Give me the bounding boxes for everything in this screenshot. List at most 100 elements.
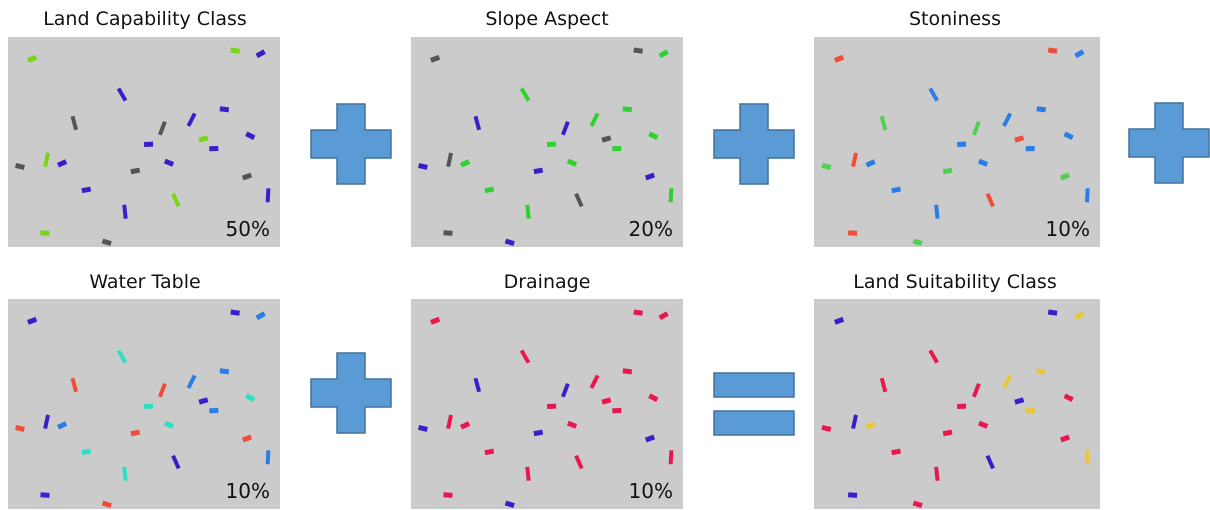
land-patch	[986, 193, 995, 207]
land-patch	[43, 153, 50, 168]
land-patch	[943, 430, 953, 437]
land-patch	[612, 146, 621, 151]
land-patch	[144, 404, 153, 409]
land-patch	[520, 350, 530, 364]
land-patch	[972, 121, 981, 136]
land-patch	[533, 430, 543, 437]
plus-sign	[310, 103, 392, 185]
land-patch	[821, 163, 831, 170]
land-patch	[220, 368, 230, 374]
land-patch	[43, 415, 50, 430]
land-patch	[430, 55, 440, 63]
land-patch	[659, 49, 669, 58]
land-patch	[1074, 49, 1084, 58]
land-patch	[187, 375, 197, 389]
land-patch	[928, 88, 938, 102]
land-patch	[533, 168, 543, 175]
land-patch	[443, 492, 452, 498]
land-patch	[1060, 173, 1070, 181]
land-patch	[645, 173, 655, 181]
land-patch	[230, 48, 240, 54]
land-patch	[1048, 48, 1058, 54]
map-patches	[814, 37, 1100, 247]
land-patch	[567, 421, 577, 429]
land-patch	[102, 239, 112, 246]
land-patch	[81, 187, 91, 193]
land-patch	[505, 501, 515, 508]
land-patch	[601, 397, 611, 404]
land-patch	[1085, 188, 1090, 202]
land-patch	[590, 375, 600, 389]
land-patch	[242, 173, 252, 181]
land-patch	[601, 135, 611, 142]
land-patch	[446, 153, 453, 168]
land-patch	[1048, 310, 1058, 316]
land-patch	[187, 113, 197, 127]
land-patch	[934, 205, 939, 219]
map-patches	[411, 37, 683, 247]
land-patch	[164, 421, 174, 429]
land-patch	[122, 467, 127, 481]
land-patch	[71, 116, 78, 131]
land-patch	[40, 230, 49, 236]
land-patch	[144, 142, 153, 147]
map	[814, 299, 1100, 509]
land-patch	[117, 88, 127, 102]
land-patch	[880, 116, 887, 131]
plus-sign	[713, 103, 795, 185]
land-patch	[1036, 368, 1046, 374]
panel-title: Land Capability Class	[0, 8, 290, 30]
land-patch	[865, 421, 875, 429]
land-patch	[171, 455, 180, 469]
land-patch	[171, 193, 180, 207]
land-patch	[164, 159, 174, 167]
land-patch	[1014, 135, 1024, 142]
map-patches	[814, 299, 1100, 509]
map-patches	[8, 299, 280, 509]
land-patch	[1074, 311, 1084, 320]
land-patch	[561, 121, 570, 136]
land-patch	[978, 421, 988, 429]
land-patch	[460, 421, 470, 429]
land-patch	[220, 106, 230, 112]
land-patch	[40, 492, 49, 498]
land-patch	[245, 132, 255, 140]
weight-label: 10%	[629, 479, 673, 503]
land-patch	[474, 116, 481, 131]
land-patch	[130, 168, 140, 175]
land-patch	[525, 205, 530, 219]
land-patch	[209, 408, 218, 413]
land-patch	[821, 425, 831, 432]
land-patch	[525, 467, 530, 481]
land-patch	[57, 421, 67, 429]
weight-label: 10%	[1046, 217, 1090, 241]
land-patch	[851, 415, 858, 430]
land-patch	[1063, 394, 1073, 402]
weight-label: 10%	[226, 479, 270, 503]
land-patch	[256, 49, 266, 58]
land-patch	[1085, 450, 1090, 464]
land-patch	[15, 425, 25, 432]
land-patch	[659, 311, 669, 320]
land-patch	[1026, 408, 1035, 413]
land-patch	[978, 159, 988, 167]
land-patch	[633, 310, 643, 316]
land-patch	[590, 113, 600, 127]
land-patch	[198, 135, 208, 142]
panel-title: Drainage	[402, 271, 692, 293]
land-patch	[972, 383, 981, 398]
land-patch	[102, 501, 112, 508]
land-patch	[669, 450, 674, 464]
map: 50%	[8, 37, 280, 247]
land-patch	[574, 193, 583, 207]
land-patch	[57, 159, 67, 167]
panel-title: Stoniness	[810, 8, 1100, 30]
land-patch	[880, 378, 887, 393]
land-patch	[1060, 435, 1070, 443]
land-patch	[446, 415, 453, 430]
map: 10%	[814, 37, 1100, 247]
panel-title: Land Suitability Class	[810, 271, 1100, 293]
land-patch	[474, 378, 481, 393]
land-patch	[943, 168, 953, 175]
weight-label: 20%	[629, 217, 673, 241]
